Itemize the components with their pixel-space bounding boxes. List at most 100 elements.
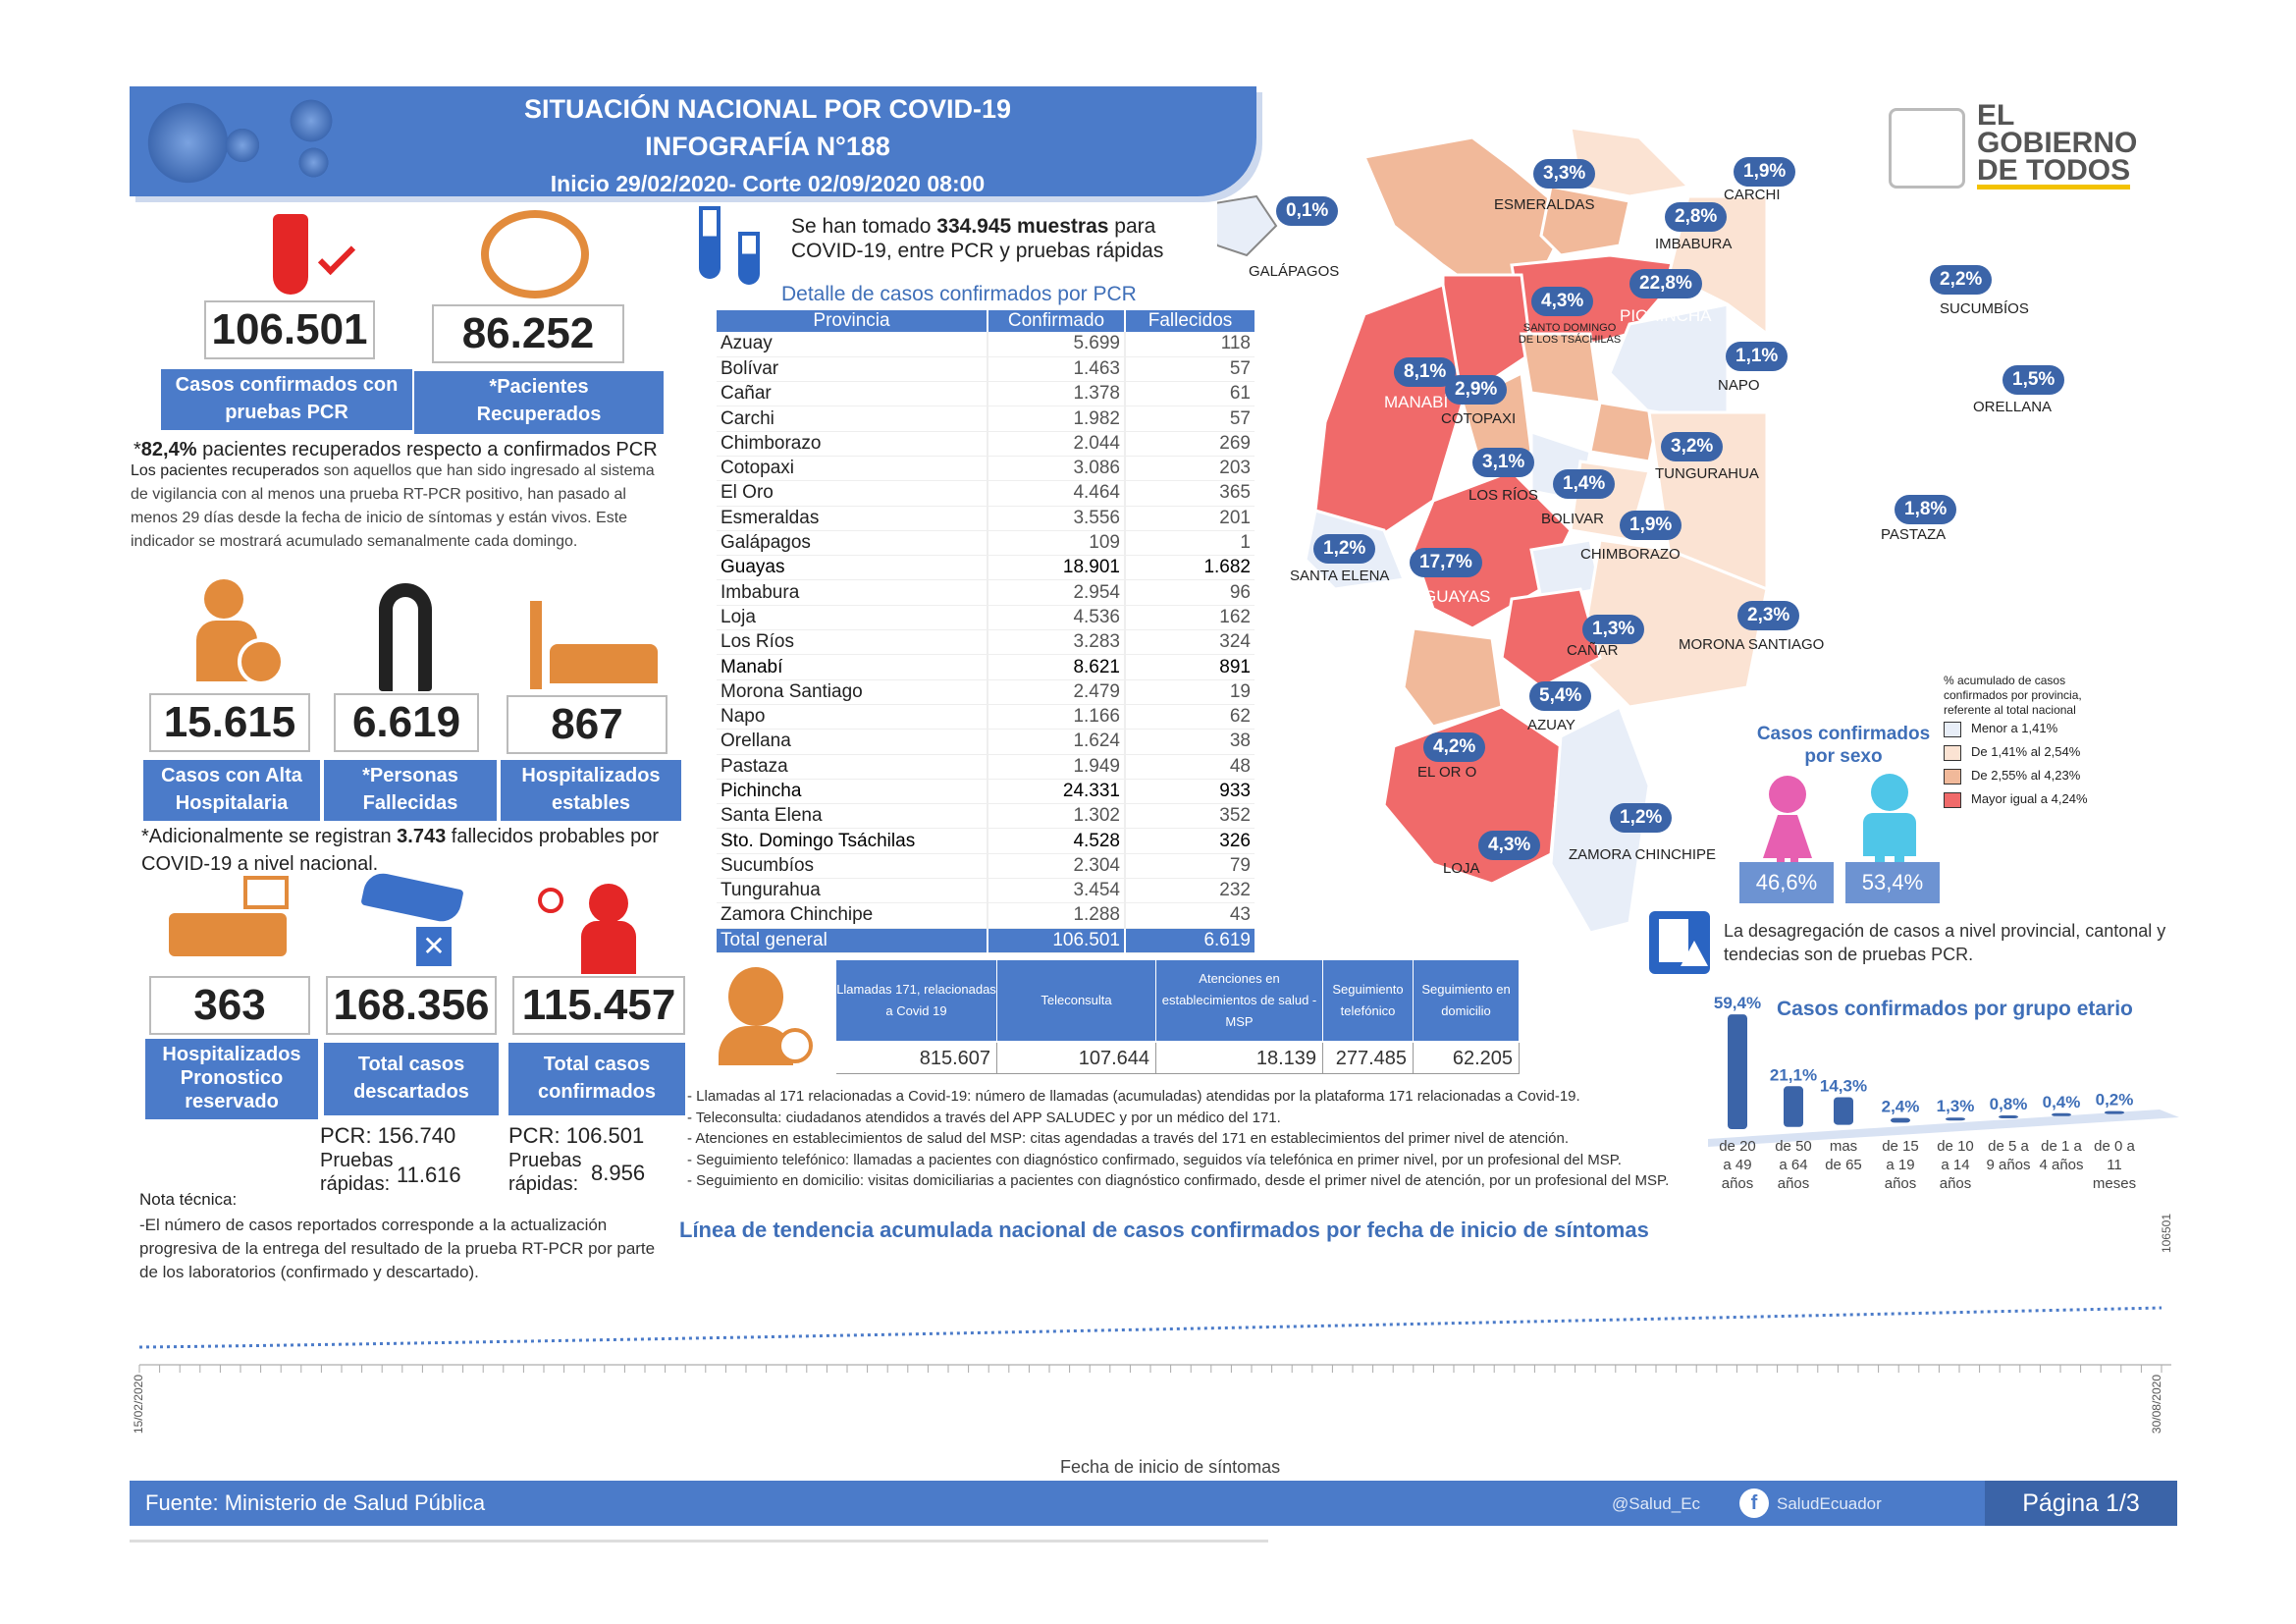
hospitalized-stable-value: 867 [507,695,667,754]
province-name: AZUAY [1527,717,1575,733]
cell-confirmed: 1.624 [987,729,1125,755]
cell-deceased: 933 [1124,779,1255,805]
province-pct-badge: 4,3% [1478,831,1541,860]
cumulative-trend-chart [138,1306,2171,1373]
province-pct-badge: 3,2% [1661,432,1724,461]
age-category-label: de 15 a 19 años [1882,1138,1919,1192]
calls-header: Teleconsulta [997,960,1156,1041]
cell-deceased: 1 [1124,530,1255,557]
confirmed-rapid-value: 8.956 [591,1161,646,1185]
sex-chart-title: Casos confirmados por sexo [1756,724,1931,767]
table-total-row: Total general 106.501 6.619 [717,928,1255,953]
test-tube-blue-icon [699,206,721,279]
legend-item: De 2,55% al 4,23% [1944,768,2080,785]
province-pct-badge: 1,5% [2002,365,2065,395]
province-name: MANABÍ [1384,393,1449,411]
table-row: Esmeraldas 3.556 201 [717,506,1255,531]
tech-note-title: Nota técnica: [139,1190,238,1209]
report-period: Inicio 29/02/2020- Corte 02/09/2020 08:0… [550,171,986,196]
table-row: Carchi 1.982 57 [717,406,1255,432]
cell-confirmed: 109 [987,530,1125,557]
calls-value: 62.205 [1414,1043,1520,1074]
calls-header: Llamadas 171, relacionadas a Covid 19 [836,960,997,1041]
legend-label: De 1,41% al 2,54% [1971,744,2081,759]
map-azuay[interactable] [1500,587,1602,689]
province-pct-badge: 3,1% [1472,448,1535,477]
province-pct-badge: 1,9% [1620,511,1682,540]
province-name: CAÑAR [1567,642,1619,659]
map-galapagos[interactable] [1217,194,1278,257]
map-el-oro[interactable] [1402,626,1504,729]
cell-confirmed: 18.901 [987,555,1125,581]
cell-deceased: 57 [1124,406,1255,432]
legend-swatch [1944,744,1961,761]
cell-deceased: 352 [1124,803,1255,830]
cell-province: Esmeraldas [717,506,988,531]
age-bar-label: 0,8% [1990,1095,2028,1113]
table-row: Chimborazo 2.044 269 [717,431,1255,457]
map-manabi[interactable] [1313,282,1465,542]
cell-province: Chimborazo [717,431,988,457]
table-row: Morona Santiago 2.479 19 [717,679,1255,705]
cell-province: Cotopaxi [717,456,988,482]
province-pct-badge: 1,4% [1553,469,1616,499]
facebook-icon[interactable]: f [1739,1489,1769,1518]
map-zamora-chinchipe[interactable] [1549,704,1651,935]
confirmed-rapid-label: Pruebas rápidas: [508,1150,582,1195]
table-row: Bolívar 1.463 57 [717,356,1255,383]
samples-text: Se han tomado 334.945 muestras para COVID… [791,215,1164,262]
age-bar [2105,1110,2124,1114]
table-row: Orellana 1.624 38 [717,729,1255,755]
total-cell: Total general [717,928,988,953]
province-pct-badge: 5,4% [1529,681,1592,711]
cell-confirmed: 4.528 [987,828,1125,854]
discarded-pcr: PCR: 156.740 [320,1123,456,1148]
map-tungurahua[interactable] [1588,401,1661,463]
facebook-handle[interactable]: SaludEcuador [1777,1494,1882,1513]
ecuador-map [1217,126,1767,935]
cell-confirmed: 1.302 [987,803,1125,830]
total-confirmed-label: Total casos confirmados [508,1043,685,1115]
cell-confirmed: 1.288 [987,902,1125,929]
test-tube-icon [273,214,308,295]
disaggregation-note: La desagregación de casos a nivel provin… [1724,921,2166,964]
map-imbabura[interactable] [1539,185,1631,257]
age-category-label: mas de 65 [1825,1138,1862,1173]
deceased-value: 6.619 [334,693,479,752]
table-row: Napo 1.166 62 [717,704,1255,731]
deceased-label: *Personas Fallecidas [324,760,497,821]
province-pct-badge: 2,3% [1737,601,1800,630]
virus-small-icon [538,888,563,913]
recovered-label: *Pacientes Recuperados [414,371,664,434]
province-pct-badge: 4,3% [1531,287,1594,316]
person-discharged-icon [204,579,243,619]
cell-province: Sto. Domingo Tsáchilas [717,828,988,854]
province-name: NAPO [1718,377,1760,394]
legend-item: Mayor igual a 4,24% [1944,791,2088,808]
cell-province: Sucumbíos [717,853,988,880]
legend-item: De 1,41% al 2,54% [1944,744,2080,761]
age-bar [1891,1117,1910,1123]
province-pct-badge: 17,7% [1410,548,1482,577]
col-deceased: Fallecidos [1124,310,1255,332]
cell-deceased: 19 [1124,679,1255,705]
age-category-label: de 10 a 14 años [1937,1138,1974,1192]
footer-divider [130,1540,1268,1543]
trend-x-end: 30/08/2020 [2150,1375,2163,1435]
twitter-handle[interactable]: @Salud_Ec [1612,1494,1701,1513]
table-row: Guayas 18.901 1.682 [717,555,1255,581]
cell-province: El Oro [717,480,988,507]
chart-floor [1708,1110,2179,1147]
table-row: Tungurahua 3.454 232 [717,878,1255,904]
province-name: GUAYAS [1423,587,1491,606]
cell-confirmed: 4.536 [987,605,1125,631]
cell-confirmed: 1.949 [987,754,1125,780]
province-name: IMBABURA [1655,236,1733,252]
age-category-label: de 20 a 49 años [1719,1138,1756,1192]
cell-province: Guayas [717,555,988,581]
recovered-percentage-note: *82,4% pacientes recuperados respecto a … [133,439,658,460]
province-name: SANTO DOMINGO DE LOS TSÁCHILAS [1518,322,1622,346]
cell-province: Santa Elena [717,803,988,830]
cell-province: Morona Santiago [717,679,988,705]
